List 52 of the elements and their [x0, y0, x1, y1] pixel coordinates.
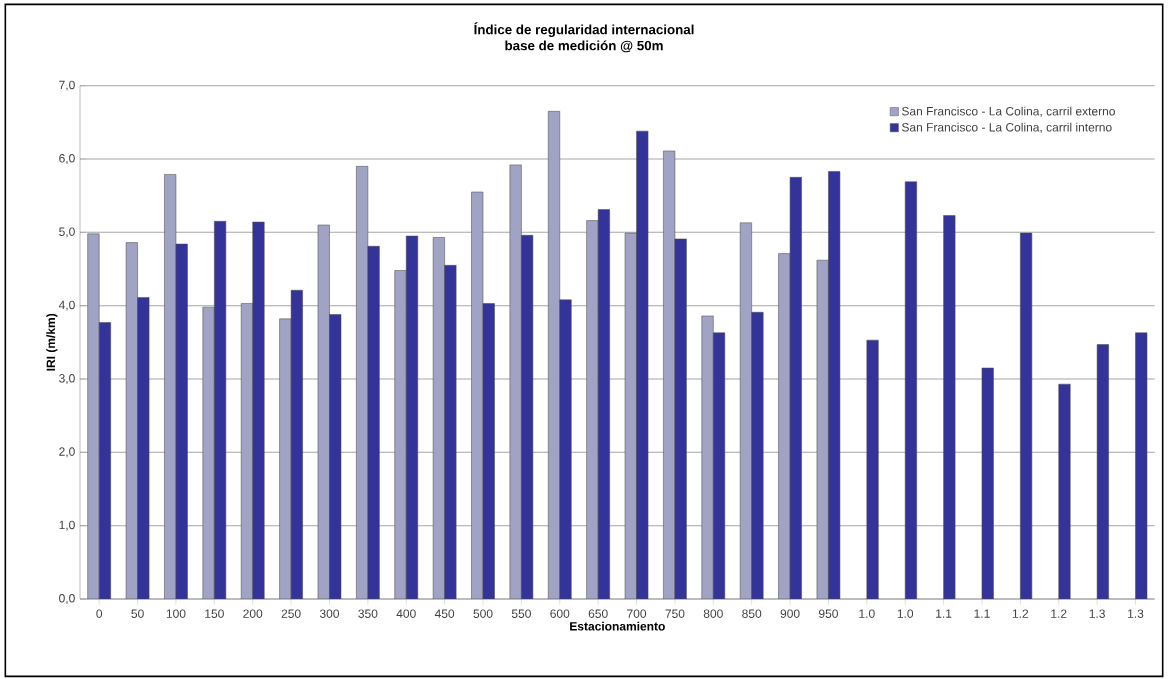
x-tick-label: 100 — [166, 609, 186, 618]
y-tick-label: 5,0 — [59, 227, 75, 238]
x-tick-label: 850 — [742, 609, 762, 618]
bar — [1058, 383, 1071, 599]
x-tick-label: 450 — [434, 609, 455, 618]
x-tick-label: 1.1 — [974, 609, 990, 618]
x-tick-label: 600 — [550, 609, 570, 618]
x-tick-label: 650 — [588, 609, 608, 618]
x-tick-label: 300 — [319, 609, 340, 618]
bar — [866, 339, 879, 599]
x-tick-label: 1.1 — [936, 609, 952, 618]
bar — [87, 233, 100, 599]
x-axis-title: Estacionamiento — [570, 621, 665, 631]
y-tick-label: 3,0 — [59, 374, 75, 384]
x-tick-label: 900 — [780, 609, 800, 618]
x-tick-label: 950 — [818, 609, 838, 618]
bar — [559, 299, 572, 599]
chart-title: Índice de regularidad internacional — [474, 22, 694, 38]
y-tick-label: 4,0 — [58, 300, 75, 311]
y-tick-label: 7,0 — [59, 80, 75, 91]
x-tick-label: 0 — [96, 609, 103, 618]
x-tick-label: 1.0 — [859, 609, 875, 618]
bar — [751, 312, 764, 599]
x-tick-label: 250 — [281, 609, 301, 618]
x-tick-label: 1.2 — [1012, 609, 1029, 618]
x-tick-label: 50 — [131, 609, 144, 618]
y-tick-label: 6,0 — [59, 154, 75, 164]
bar — [586, 220, 599, 599]
chart-subtitle: base de medición @ 50m — [505, 40, 663, 53]
x-tick-label: 1.3 — [1128, 609, 1144, 618]
x-tick-label: 1.3 — [1089, 609, 1105, 618]
x-tick-label: 150 — [205, 609, 224, 618]
x-tick-label: 800 — [703, 609, 723, 618]
legend-label: San Francisco - La Colina, carril interno — [901, 122, 1112, 133]
bar — [202, 306, 215, 599]
x-tick-label: 1.0 — [897, 609, 914, 618]
x-tick-label: 200 — [243, 609, 263, 618]
y-tick-label: 2,0 — [59, 447, 75, 458]
x-tick-label: 350 — [358, 609, 378, 618]
x-tick-label: 750 — [665, 609, 685, 618]
legend-label: San Francisco - La Colina, carril externo — [901, 106, 1115, 117]
x-tick-label: 550 — [511, 609, 531, 618]
x-tick-label: 500 — [473, 609, 493, 618]
bar — [394, 270, 407, 599]
y-tick-label: 0,0 — [59, 594, 75, 604]
x-tick-label: 1.2 — [1051, 609, 1067, 618]
y-tick-label: 1,0 — [59, 520, 75, 531]
x-tick-label: 700 — [627, 609, 647, 618]
bar — [252, 221, 265, 599]
y-axis-title: IRI (m/km) — [46, 313, 58, 371]
x-tick-label: 400 — [396, 609, 416, 618]
bar — [701, 315, 714, 599]
